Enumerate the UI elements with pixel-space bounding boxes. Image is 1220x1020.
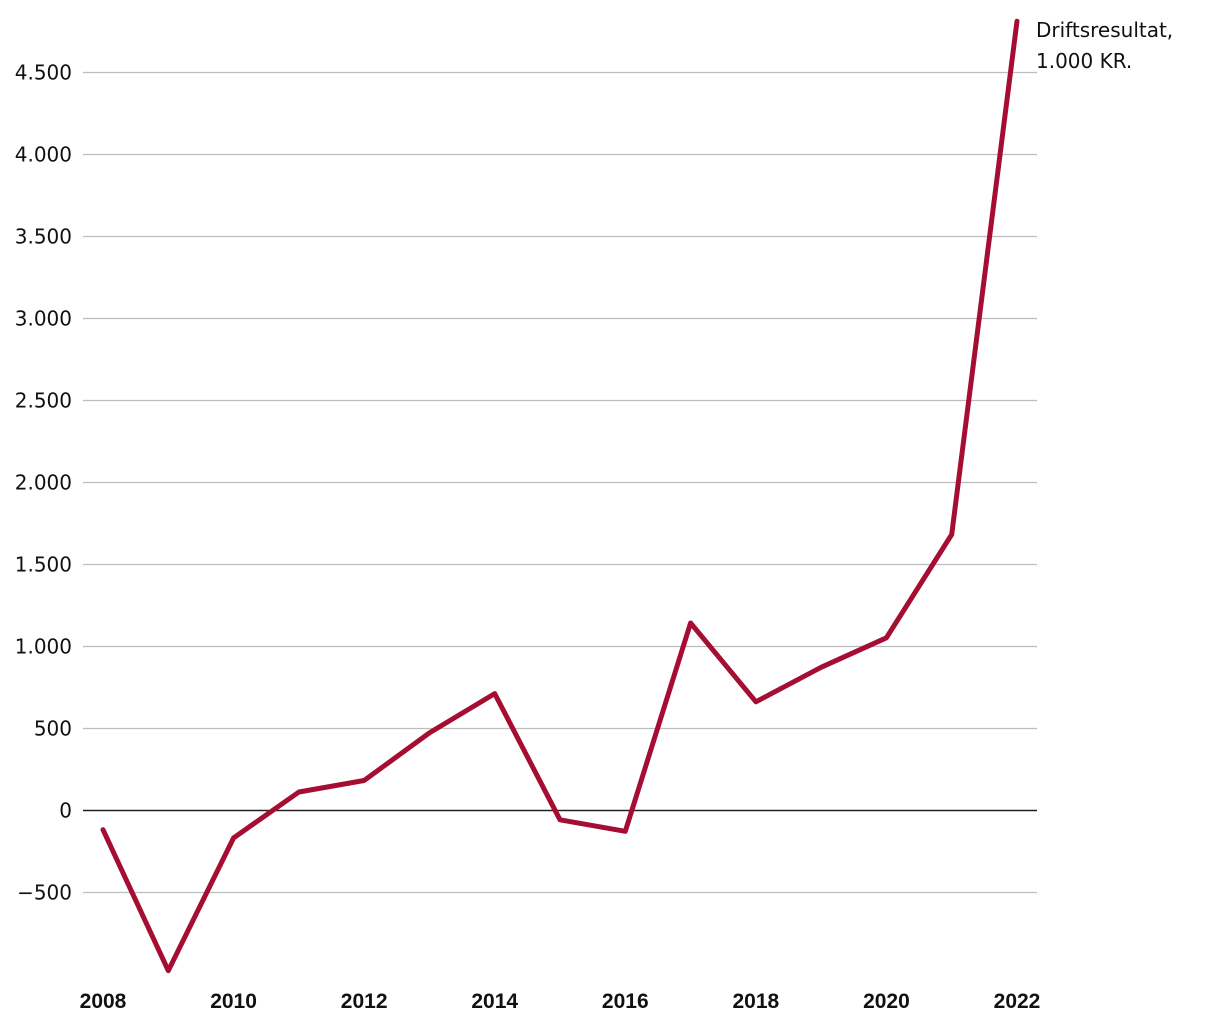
gridlines (83, 71, 1037, 894)
x-tick-label: 2012 (341, 990, 388, 1013)
y-tick-label: 2.000 (15, 471, 72, 495)
x-tick-label: 2022 (994, 990, 1041, 1013)
series-group (100, 18, 1020, 974)
x-tick-label: 2010 (210, 990, 257, 1013)
y-tick-label: 4.000 (15, 143, 72, 167)
y-tick-label: 2.500 (15, 389, 72, 413)
y-tick-label: 500 (34, 717, 72, 741)
y-tick-label: 1.500 (15, 553, 72, 577)
series-label-line: 1.000 KR. (1036, 49, 1132, 73)
y-tick-label: 4.500 (15, 61, 72, 85)
x-tick-label: 2016 (602, 990, 649, 1013)
y-tick-label: −500 (17, 881, 72, 905)
y-tick-label: 3.000 (15, 307, 72, 331)
y-tick-label: 1.000 (15, 635, 72, 659)
series-labels: Driftsresultat, 1.000 KR. (1036, 18, 1173, 73)
x-tick-label: 2020 (863, 990, 910, 1013)
x-tick-label: 2008 (80, 990, 127, 1013)
series-label-line: Driftsresultat, (1036, 18, 1173, 42)
x-tick-label: 2018 (732, 990, 779, 1013)
y-tick-label: 3.500 (15, 225, 72, 249)
series-line (100, 18, 1020, 974)
x-axis-ticks: 2008 2010 2012 2014 2016 2018 2020 2022 (80, 990, 1041, 1013)
series-label: Driftsresultat, 1.000 KR. (1036, 18, 1173, 73)
x-tick-label: 2014 (471, 990, 518, 1013)
y-tick-label: 0 (59, 799, 72, 823)
y-axis-ticks: −500 0 500 1.000 1.500 2.000 2.500 3.000 3.500 4.… (15, 61, 72, 905)
